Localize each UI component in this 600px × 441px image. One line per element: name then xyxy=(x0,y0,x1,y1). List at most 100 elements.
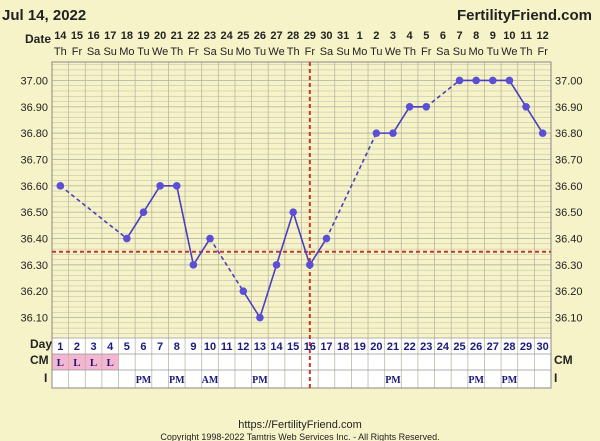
cm-highlight xyxy=(101,354,119,370)
weekday-label: Sa xyxy=(87,46,101,58)
temperature-point xyxy=(422,102,431,111)
weekday-label: Fr xyxy=(188,46,199,58)
ytick-label-right: 36.60 xyxy=(555,181,583,193)
date-label: 23 xyxy=(204,30,216,42)
weekday-label: Mo xyxy=(352,46,367,58)
temperature-segment xyxy=(209,238,244,292)
ytick-label-right: 36.70 xyxy=(555,154,583,166)
ytick-label-left: 36.80 xyxy=(20,128,48,140)
day-label: 15 xyxy=(287,341,299,353)
weekday-label: Su xyxy=(103,46,116,58)
cm-highlight xyxy=(85,354,102,370)
weekday-label: Sa xyxy=(320,46,334,58)
date-label: 16 xyxy=(87,30,99,42)
date-label: 8 xyxy=(473,30,479,42)
temperature-point xyxy=(372,129,381,137)
temperature-segment xyxy=(142,185,161,213)
temperature-segment xyxy=(175,185,195,266)
cm-label: L xyxy=(57,357,64,369)
date-label: 2 xyxy=(373,30,379,42)
weekday-label: Th xyxy=(403,46,416,58)
temperature-point xyxy=(472,76,480,85)
date-label: 12 xyxy=(537,30,549,42)
weekday-label: Mo xyxy=(236,46,251,58)
temperature-point xyxy=(505,76,514,85)
ytick-label-right: 36.80 xyxy=(555,128,583,140)
date-label: 25 xyxy=(237,30,249,42)
date-label: 14 xyxy=(54,30,67,42)
weekday-label: We xyxy=(501,46,517,58)
ytick-label-right: 36.30 xyxy=(555,260,583,272)
date-label: 19 xyxy=(137,30,149,42)
intercourse-label: PM xyxy=(169,375,185,386)
ytick-label-left: 36.30 xyxy=(20,260,48,272)
date-label: 7 xyxy=(456,30,462,42)
temperature-segment xyxy=(525,106,544,134)
day-label: 24 xyxy=(437,341,450,353)
footer-copyright: Copyright 1998-2022 Tamtris Web Services… xyxy=(160,432,439,441)
row-label-intercourse: I xyxy=(44,371,47,385)
temperature-segment xyxy=(242,290,261,318)
temperature-point xyxy=(256,313,264,322)
weekday-label: Mo xyxy=(119,46,134,58)
row-label-intercourse-right: I xyxy=(554,371,557,385)
day-label: 8 xyxy=(174,341,180,353)
date-label: 11 xyxy=(520,30,532,42)
brand-logo[interactable]: FertilityFriend.com xyxy=(457,7,592,24)
weekday-label: Tu xyxy=(370,46,382,58)
day-label: 30 xyxy=(537,341,549,353)
weekday-label: We xyxy=(268,46,284,58)
day-label: 27 xyxy=(487,341,499,353)
temperature-point xyxy=(488,76,497,85)
ytick-label-left: 37.00 xyxy=(20,75,48,87)
ytick-label-left: 36.60 xyxy=(20,181,48,193)
intercourse-label: PM xyxy=(385,375,401,386)
temperature-point xyxy=(189,261,198,269)
day-label: 26 xyxy=(470,341,482,353)
temperature-segment xyxy=(275,211,294,266)
temperature-segment xyxy=(425,79,461,108)
ytick-label-right: 37.00 xyxy=(555,75,583,87)
day-label: 20 xyxy=(370,341,382,353)
date-label: 24 xyxy=(221,30,234,42)
intercourse-label: PM xyxy=(468,375,484,386)
date-label: 6 xyxy=(440,30,446,42)
plot-border xyxy=(51,61,552,389)
temperature-point xyxy=(455,76,464,85)
date-label: 18 xyxy=(121,30,133,42)
day-label: 2 xyxy=(74,341,80,353)
ytick-label-right: 36.50 xyxy=(555,207,583,219)
weekday-label: Tu xyxy=(487,46,499,58)
temperature-point xyxy=(139,208,148,216)
day-label: 1 xyxy=(57,341,63,353)
day-label: 29 xyxy=(520,341,532,353)
day-label: 3 xyxy=(91,341,97,353)
temperature-point xyxy=(522,102,530,111)
intercourse-label: PM xyxy=(252,375,268,386)
temperature-point xyxy=(206,234,214,243)
row-label-day: Day xyxy=(30,337,52,351)
row-label-date: Date xyxy=(25,32,51,46)
date-label: 26 xyxy=(254,30,266,42)
cm-highlight xyxy=(52,354,69,370)
row-label-cm-right: CM xyxy=(554,353,573,367)
day-label: 16 xyxy=(304,341,316,353)
temperature-point xyxy=(389,129,397,137)
date-label: 17 xyxy=(104,30,116,42)
date-label: 5 xyxy=(423,30,429,42)
row-label-cm: CM xyxy=(30,353,49,367)
day-label: 23 xyxy=(420,341,432,353)
chart-grid xyxy=(51,61,552,389)
day-label: 10 xyxy=(204,341,216,353)
temperature-series xyxy=(56,76,547,322)
temperature-point xyxy=(239,287,248,296)
weekday-label: Fr xyxy=(72,46,83,58)
footer-url[interactable]: https://FertilityFriend.com xyxy=(238,419,361,431)
ytick-label-left: 36.50 xyxy=(20,207,48,219)
header-date: Jul 14, 2022 xyxy=(2,7,86,24)
day-label: 12 xyxy=(237,341,249,353)
cm-label: L xyxy=(90,357,97,369)
cm-highlight xyxy=(68,354,86,370)
day-label: 6 xyxy=(140,341,146,353)
